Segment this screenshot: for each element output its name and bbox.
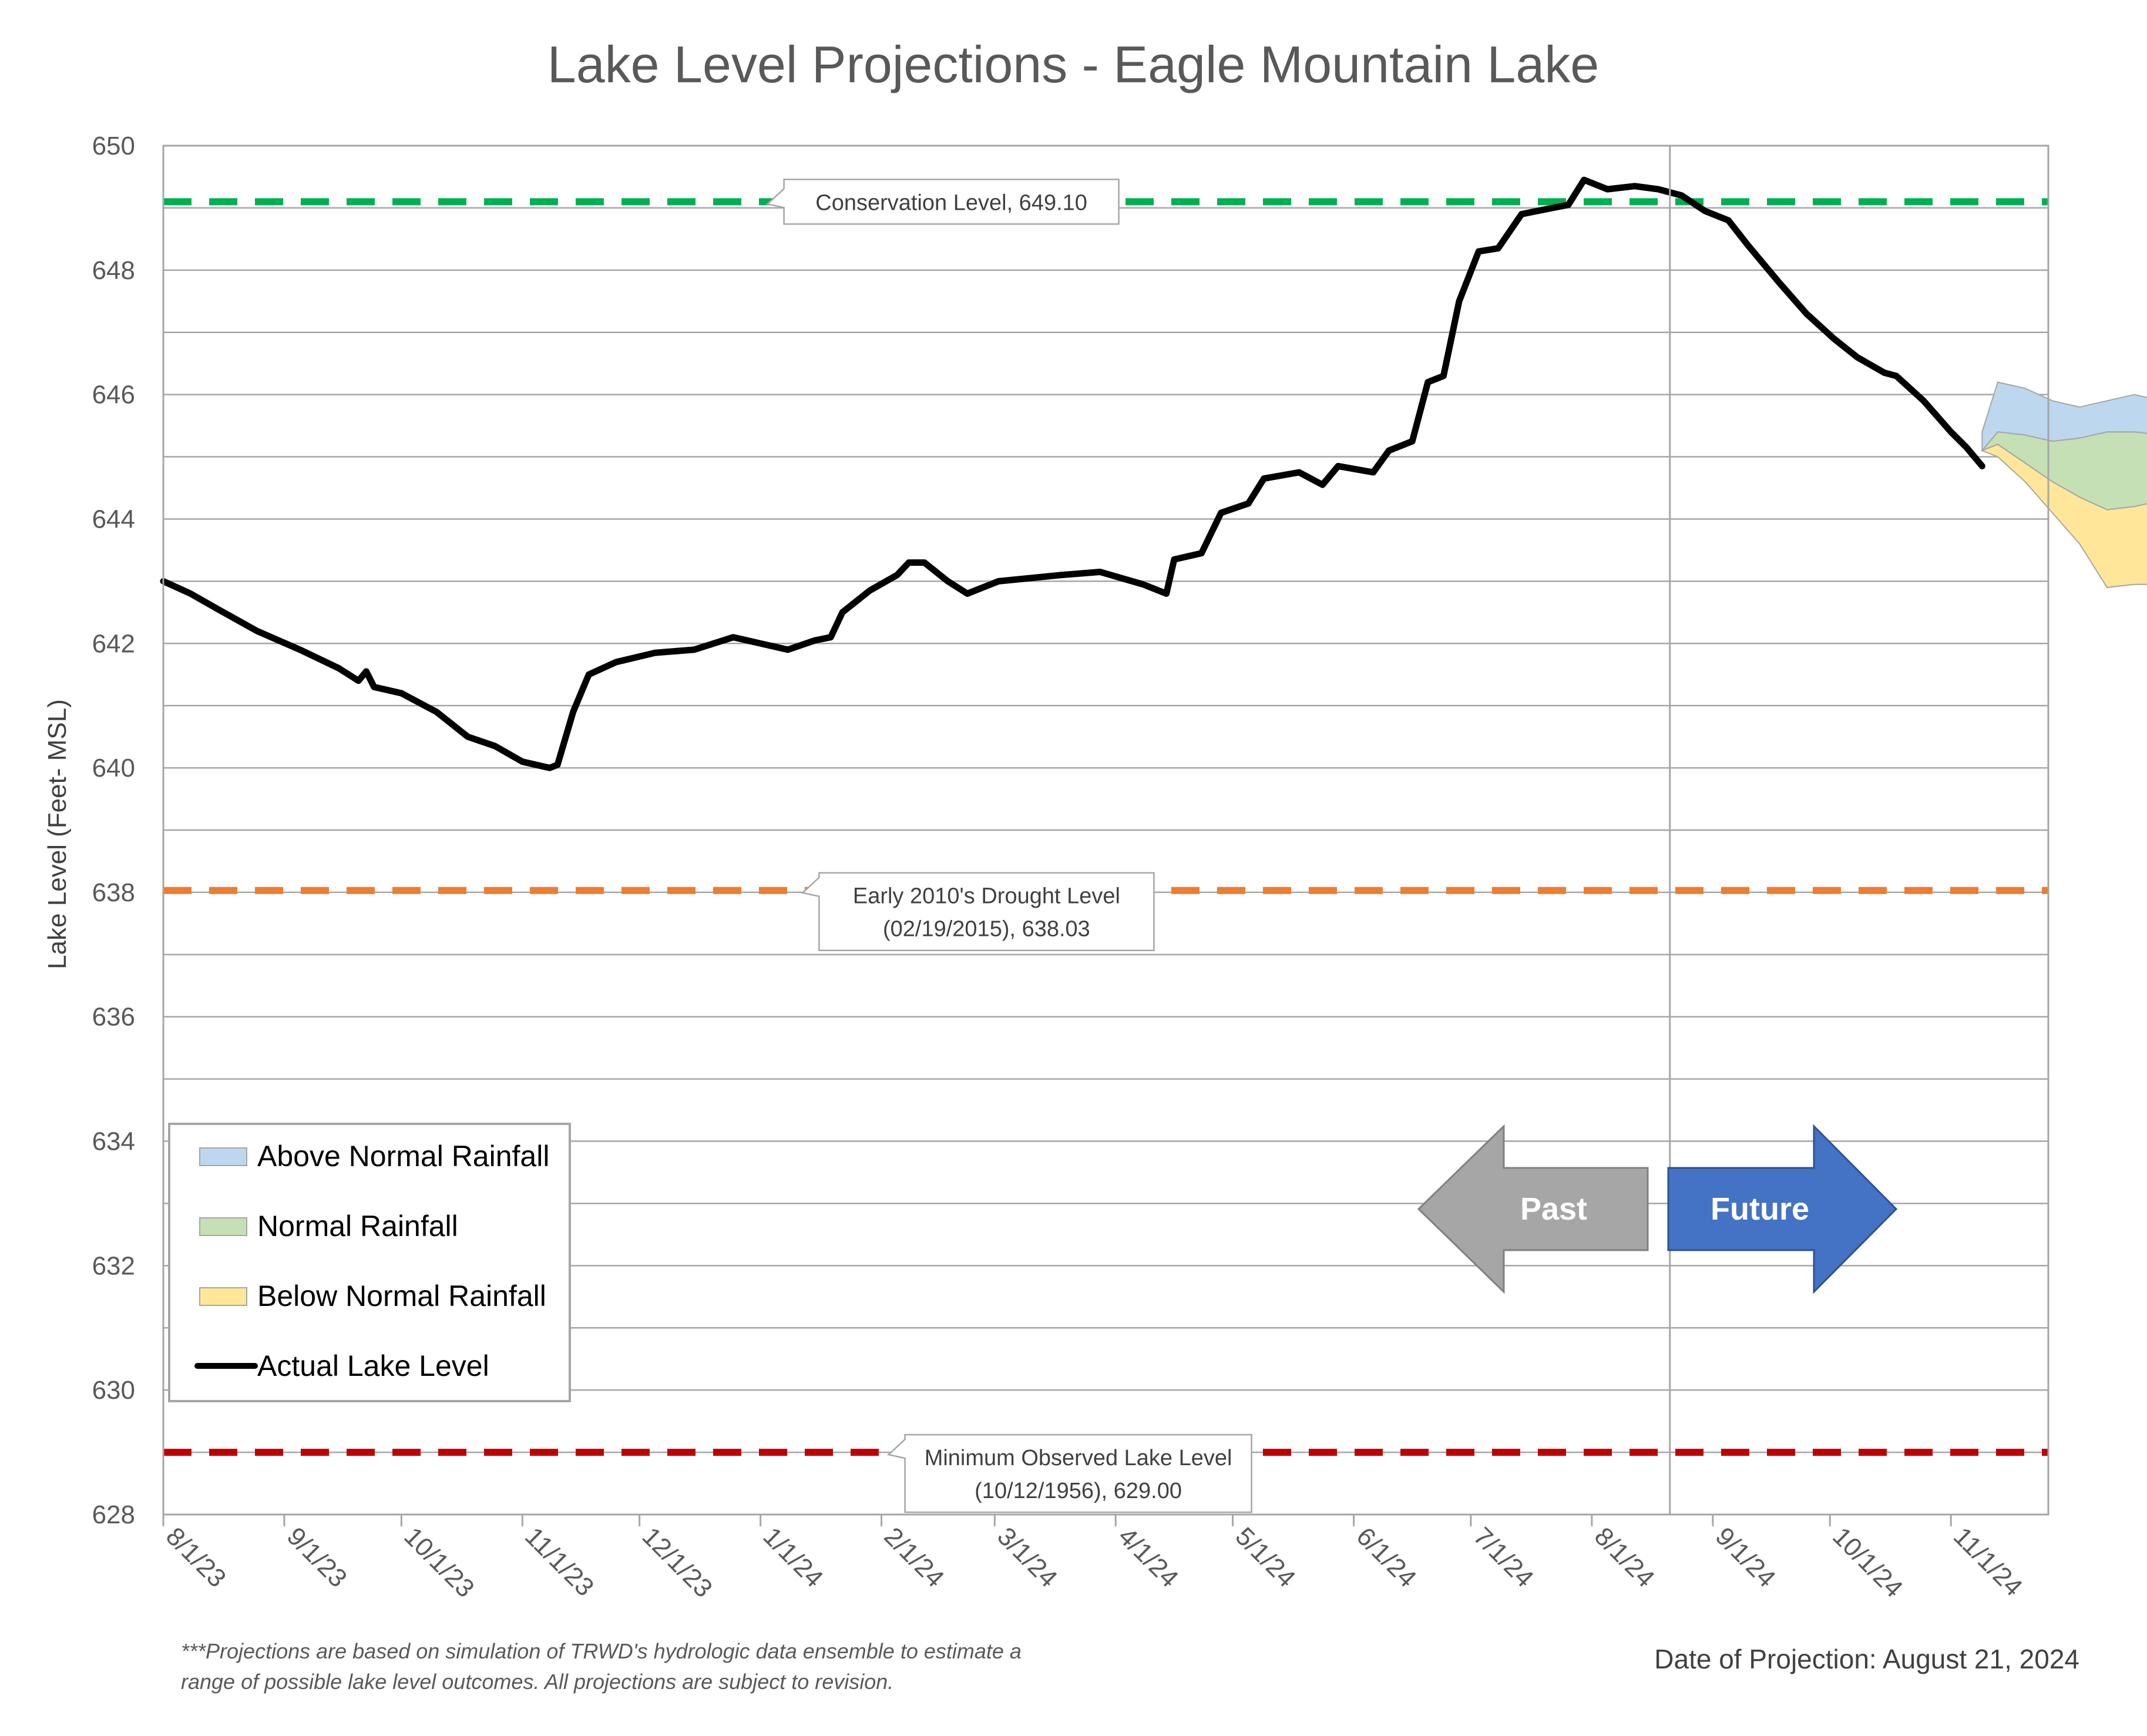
future-arrow-label: Future bbox=[1711, 1191, 1809, 1227]
below-normal-rainfallband bbox=[1980, 444, 2147, 589]
y-tick-label: 640 bbox=[92, 754, 135, 783]
past-arrow-label: Past bbox=[1520, 1191, 1587, 1227]
y-tick-label: 636 bbox=[92, 1003, 135, 1032]
callout-box bbox=[801, 872, 1155, 951]
footnote-line-1: ***Projections are based on simulation o… bbox=[181, 1639, 1022, 1663]
past-arrow bbox=[1417, 1124, 1649, 1294]
reference-callouts: Conservation Level, 649.10 Early 2010's D… bbox=[765, 179, 1252, 1513]
callout-label: (02/19/2015), 638.03 bbox=[883, 917, 1090, 942]
callout-label: Conservation Level, 649.10 bbox=[815, 190, 1087, 215]
callout-label: Minimum Observed Lake Level bbox=[925, 1446, 1232, 1470]
legend-swatch bbox=[199, 1287, 247, 1306]
y-tick-label: 628 bbox=[92, 1500, 135, 1529]
legend-label: Normal Rainfall bbox=[257, 1210, 458, 1243]
y-tick-label: 632 bbox=[92, 1251, 135, 1280]
projection-bands bbox=[1980, 381, 2147, 589]
legend-label: Below Normal Rainfall bbox=[257, 1280, 546, 1312]
normal-rainfallband bbox=[1981, 431, 2147, 511]
callout-label: Early 2010's Drought Level bbox=[853, 884, 1120, 909]
callout-box bbox=[765, 179, 1120, 225]
y-tick-label: 644 bbox=[92, 505, 135, 533]
date-of-projection: Date of Projection: August 21, 2024 bbox=[1654, 1644, 2079, 1674]
legend-label: Above Normal Rainfall bbox=[257, 1140, 549, 1173]
legend-label: Actual Lake Level bbox=[257, 1349, 489, 1382]
callout-label: (10/12/1956), 629.00 bbox=[975, 1479, 1182, 1503]
legend-swatch bbox=[199, 1217, 247, 1236]
plot-area-border bbox=[162, 145, 2049, 1516]
y-tick-label: 648 bbox=[92, 256, 135, 285]
y-tick-label: 630 bbox=[92, 1376, 135, 1405]
actual-lake-level-line bbox=[160, 176, 1985, 771]
y-tick-label: 646 bbox=[92, 381, 135, 409]
above-normal-rainfallband bbox=[1981, 381, 2147, 452]
y-tick-label: 650 bbox=[92, 132, 135, 160]
footnote-line-2: range of possible lake level outcomes. A… bbox=[181, 1670, 893, 1694]
past-future-arrows: Past Future bbox=[1417, 1124, 1898, 1294]
y-axis-label: Lake Level (Feet- MSL) bbox=[43, 699, 72, 969]
legend: Above Normal Rainfall Normal Rainfall Belo… bbox=[168, 1123, 571, 1402]
callout-box bbox=[886, 1433, 1252, 1513]
actual-lake-level-series bbox=[160, 176, 1985, 771]
chart-title: Lake Level Projections - Eagle Mountain … bbox=[547, 35, 1599, 93]
y-tick-label: 634 bbox=[92, 1127, 135, 1156]
y-tick-label: 638 bbox=[92, 878, 135, 907]
legend-box bbox=[168, 1123, 571, 1402]
legend-swatch bbox=[199, 1147, 247, 1166]
future-arrow bbox=[1667, 1124, 1898, 1294]
y-tick-label: 642 bbox=[92, 629, 135, 658]
